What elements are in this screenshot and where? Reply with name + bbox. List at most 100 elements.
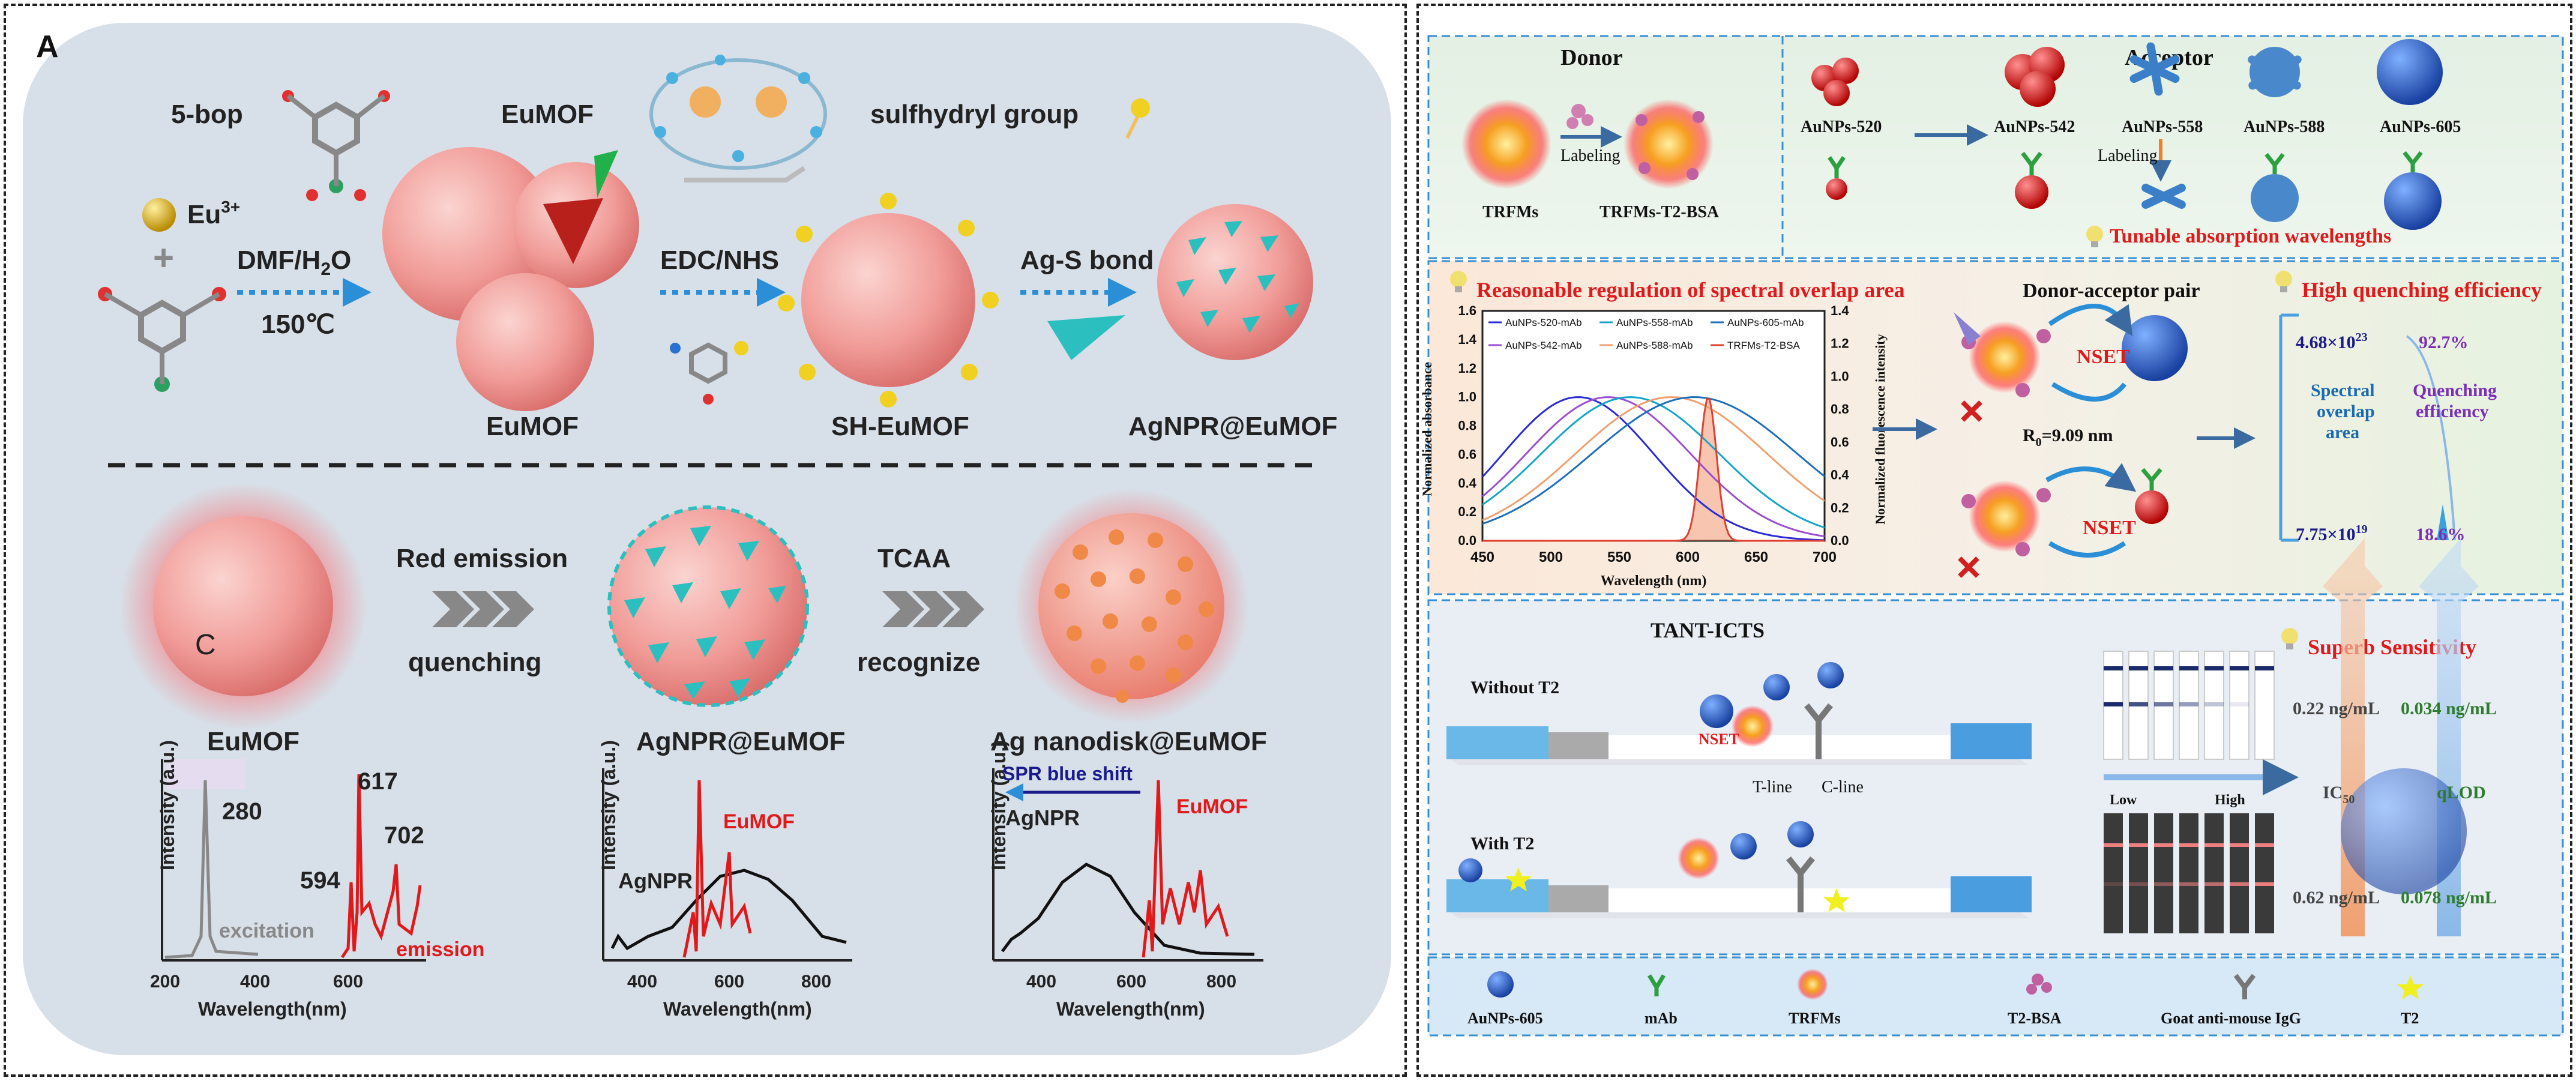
nset-strip: NSET [1699, 730, 1739, 748]
y-tick-label-left: 0.0 [1458, 533, 1476, 548]
recognize-label: recognize [857, 648, 980, 677]
legend-mab-icon [1647, 974, 1666, 996]
legend-entry: AuNPs-542-mAb [1505, 340, 1582, 351]
strip-c-line [2204, 666, 2224, 670]
spectrum-agnpr-eumof: Intensity (a.u.) AgNPR EuMOF 400 600 800… [598, 740, 852, 1020]
spectrum-ag-nanodisk: Intensity (a.u.) SPR blue shift AgNPR Eu… [988, 740, 1263, 1020]
with-t2-label: With T2 [1470, 834, 1534, 854]
s2-eumof-label: EuMOF [723, 810, 795, 833]
s1-ylabel: Intensity (a.u.) [157, 740, 178, 870]
agnpr-eumof-caption: AgNPR@EuMOF [1128, 412, 1337, 441]
s3-xlabel: Wavelength(nm) [1056, 998, 1205, 1020]
aunp-520-icon [1811, 58, 1859, 106]
strip-c-line [2230, 666, 2249, 670]
ic50-top: 0.22 ng/mL [2293, 699, 2380, 718]
strip-c-line-fluor [2129, 843, 2148, 847]
tunable-label: Tunable absorption wavelengths [2110, 225, 2391, 247]
overlap-chart: 450 500 550 600 650 700 0.0 0.2 0.4 0.6 0.8 1.0 1.2… [1419, 303, 1888, 589]
blocked-icon [1961, 400, 1982, 422]
strip-t-line-fluor [2129, 882, 2148, 886]
legend-aunp: AuNPs-605 [1467, 1010, 1543, 1027]
agnpr-eumof-row2-caption: AgNPR@EuMOF [636, 727, 845, 756]
lod-top: 0.034 ng/mL [2401, 699, 2497, 718]
strip-t-line-fluor [2154, 882, 2173, 886]
trfms-caption: TRFMs [1482, 203, 1538, 221]
trfms-t2-caption: TRFMs-T2-BSA [1599, 203, 1720, 221]
peak-280: 280 [222, 798, 262, 825]
aunp-542-name: AuNPs-542 [1994, 118, 2075, 136]
aunp-588-name: AuNPs-588 [2243, 118, 2325, 136]
qlod-label: qLOD [2437, 783, 2486, 802]
spectrum-eumof: Intensity (a.u.) 280 617 594 702 excitat… [150, 740, 484, 1020]
eu-label: Eu [187, 200, 221, 229]
ic-label: IC [2323, 783, 2343, 802]
strip-t-line-fluor [2104, 882, 2123, 886]
strip-t-line [2204, 702, 2224, 706]
s2-agnpr-label: AgNPR [618, 869, 693, 893]
emission-label: emission [396, 938, 484, 961]
lod-bottom: 0.078 ng/mL [2401, 888, 2497, 908]
result-bracket [2279, 313, 2299, 542]
chevron-arrow-icon-2 [882, 591, 984, 627]
quench-v2: 7.75×10 [2296, 525, 2356, 544]
tcaa-label: TCAA [877, 544, 951, 573]
legend-t2-icon [2397, 975, 2424, 999]
overlap-chart-frame [1481, 310, 1826, 542]
panel-a-label: A [36, 29, 59, 64]
emission-curve [340, 774, 422, 959]
y-tick-label-right: 0.8 [1831, 402, 1849, 417]
y-tick-label-right: 0.2 [1831, 500, 1849, 515]
sulfhydryl-icon [1125, 98, 1150, 139]
svg-text:R0=9.09 nm: R0=9.09 nm [2023, 426, 2113, 449]
strip-t-line [2104, 702, 2123, 706]
overlap-label: overlap [2317, 402, 2375, 421]
s3-eumof-label: EuMOF [1176, 795, 1248, 818]
strip-c-line [2104, 666, 2123, 670]
legend-t2: T2 [2401, 1010, 2419, 1027]
acceptor-labeling: Labeling [2098, 146, 2158, 165]
quenching-label: Quenching [2413, 381, 2497, 400]
overlap-xlabel: Wavelength (nm) [1601, 573, 1707, 589]
lightbulb-icon-2 [1450, 271, 1467, 292]
quench-p2: 18.6% [2416, 525, 2466, 544]
s1-tick-600: 600 [333, 972, 363, 992]
sh-eumof-caption: SH-EuMOF [831, 412, 969, 441]
agnpr-curve-3 [1001, 863, 1255, 956]
legend-band [1427, 956, 2564, 1037]
bop-reagent-icon [98, 287, 226, 392]
temp-label: 150℃ [261, 310, 335, 339]
legend-aunp-icon [1487, 971, 1514, 998]
strip-bottom [2104, 813, 2123, 933]
legend-entry: AuNPs-558-mAb [1616, 317, 1693, 328]
y-tick-label-left: 1.2 [1458, 361, 1476, 376]
eumof-cutaway [543, 198, 603, 264]
eumof-emitting-sphere [153, 516, 333, 696]
strip-bottom [2255, 813, 2274, 933]
c-letter: C [195, 629, 216, 661]
quench-v2-exp: 19 [2356, 523, 2368, 536]
quench-v1-exp: 23 [2356, 331, 2368, 344]
x-tick-label: 450 [1470, 549, 1494, 565]
x-tick-label: 600 [1676, 549, 1700, 565]
legend-entry: AuNPs-605-mAb [1727, 317, 1804, 328]
dmf-tail: O [331, 245, 351, 275]
legend-mab: mAb [1645, 1010, 1678, 1027]
strip-bottom [2230, 813, 2249, 933]
dmf-subscript: 2 [320, 259, 331, 279]
strip-c-line [2154, 666, 2173, 670]
r0-label: R [2023, 426, 2036, 445]
aunp-605-name: AuNPs-605 [2380, 118, 2461, 136]
aunp-520-name: AuNPs-520 [1801, 118, 1882, 136]
svg-text:DMF/H2O: DMF/H2O [237, 245, 351, 279]
strip-c-line-fluor [2104, 843, 2123, 847]
low-label: Low [2110, 792, 2137, 808]
overlap-ylabel-left: Normalized absorbance [1419, 362, 1434, 496]
quench-p1: 92.7% [2419, 333, 2469, 352]
eumof-curve-2 [682, 780, 752, 958]
spectral-label: Spectral [2311, 381, 2375, 400]
ags-label: Ag-S bond [1020, 245, 1154, 275]
strip-t-line-fluor [2179, 882, 2198, 886]
t2-bsa-icon [1566, 104, 1593, 129]
lightbulb-icon-4 [2281, 628, 2298, 649]
strip-bottom [2179, 813, 2198, 933]
